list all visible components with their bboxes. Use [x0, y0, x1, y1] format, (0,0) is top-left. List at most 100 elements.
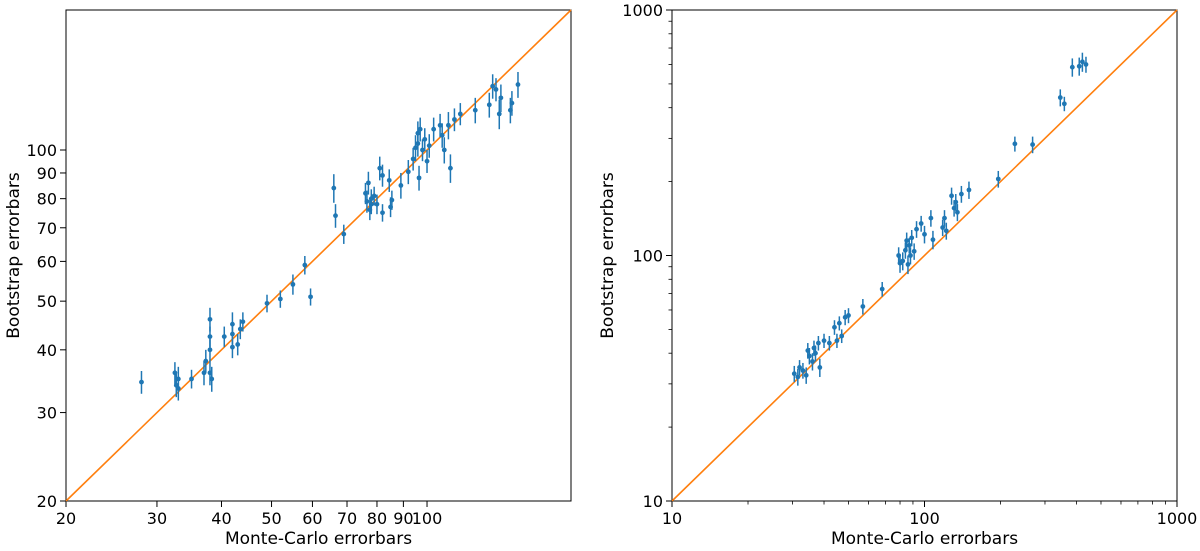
data-marker — [380, 210, 385, 216]
data-point — [922, 225, 927, 244]
data-point — [906, 237, 912, 254]
data-marker — [817, 365, 823, 370]
data-marker — [189, 376, 194, 382]
y-tick-label: 80 — [37, 190, 57, 209]
data-marker — [918, 221, 924, 226]
data-point — [389, 190, 395, 210]
y-tick-label: 40 — [37, 341, 57, 360]
data-point — [930, 230, 936, 250]
data-point — [908, 247, 913, 265]
data-marker — [1083, 62, 1089, 67]
data-point — [860, 298, 866, 315]
data-marker — [364, 198, 370, 204]
data-marker — [953, 199, 959, 205]
data-marker — [966, 187, 972, 193]
data-marker — [832, 324, 837, 330]
data-point — [826, 335, 832, 351]
data-marker — [909, 235, 915, 241]
data-point — [515, 71, 521, 98]
data-point — [457, 103, 463, 126]
data-marker — [498, 95, 504, 101]
data-point — [416, 165, 422, 191]
y-tick-label: 50 — [37, 292, 57, 311]
data-marker — [803, 372, 809, 378]
data-marker — [209, 376, 215, 382]
data-point — [493, 78, 499, 102]
data-point — [846, 308, 851, 324]
right-y-ticks: 10 100 1000 — [622, 1, 672, 511]
data-point — [374, 194, 380, 215]
data-point — [1057, 89, 1063, 107]
data-point — [290, 274, 296, 295]
data-marker — [911, 248, 917, 254]
data-point — [413, 135, 418, 162]
data-marker — [230, 331, 235, 337]
data-marker — [302, 262, 308, 268]
data-marker — [264, 300, 270, 306]
data-marker — [860, 304, 866, 309]
data-marker — [424, 158, 430, 164]
data-marker — [426, 143, 432, 149]
y-tick-label: 30 — [37, 404, 57, 423]
data-point — [446, 112, 451, 140]
data-point — [839, 329, 845, 344]
data-marker — [815, 340, 821, 346]
data-marker — [515, 82, 521, 87]
x-tick-label: 40 — [211, 509, 231, 528]
data-point — [380, 204, 385, 222]
data-marker — [341, 231, 347, 237]
left-data-points — [139, 71, 521, 401]
x-tick-label: 1000 — [1157, 509, 1198, 528]
data-marker — [958, 191, 964, 197]
data-marker — [175, 386, 181, 391]
data-marker — [365, 180, 371, 186]
data-point — [817, 358, 823, 377]
data-point — [1076, 57, 1082, 76]
x-tick-label: 20 — [56, 509, 76, 528]
data-marker — [415, 130, 421, 136]
data-point — [380, 164, 385, 187]
y-tick-label: 70 — [37, 219, 57, 238]
x-tick-label: 30 — [147, 509, 167, 528]
data-marker — [914, 226, 919, 232]
data-point — [1012, 136, 1018, 152]
data-point — [995, 170, 1001, 188]
data-marker — [846, 313, 851, 318]
x-tick-label: 10 — [662, 509, 682, 528]
data-point — [842, 309, 848, 326]
data-marker — [139, 379, 144, 385]
data-point — [813, 345, 818, 362]
data-marker — [230, 344, 235, 350]
data-point — [377, 156, 383, 181]
data-point — [417, 117, 423, 142]
data-marker — [457, 111, 463, 117]
data-point — [795, 368, 801, 386]
left-y-ticks: 20 30 40 50 60 70 80 90 100 — [26, 141, 66, 511]
data-marker — [1076, 63, 1082, 69]
data-point — [900, 252, 906, 271]
data-point — [943, 222, 949, 240]
data-point — [207, 339, 213, 362]
data-point — [431, 117, 437, 142]
data-marker — [422, 136, 428, 142]
data-marker — [795, 374, 801, 380]
data-point — [472, 97, 478, 124]
data-marker — [420, 147, 425, 153]
data-marker — [879, 286, 885, 292]
data-marker — [943, 228, 949, 234]
data-marker — [810, 359, 815, 364]
data-marker — [308, 294, 313, 300]
data-marker — [413, 145, 418, 151]
data-point — [942, 210, 947, 227]
data-marker — [389, 197, 395, 203]
data-point — [203, 349, 209, 373]
data-point — [509, 91, 515, 116]
data-point — [405, 160, 411, 185]
x-tick-label: 100 — [412, 509, 443, 528]
data-point — [277, 290, 283, 308]
data-point — [815, 335, 821, 351]
data-point — [909, 230, 915, 247]
data-marker — [439, 132, 445, 138]
data-marker — [331, 185, 337, 191]
